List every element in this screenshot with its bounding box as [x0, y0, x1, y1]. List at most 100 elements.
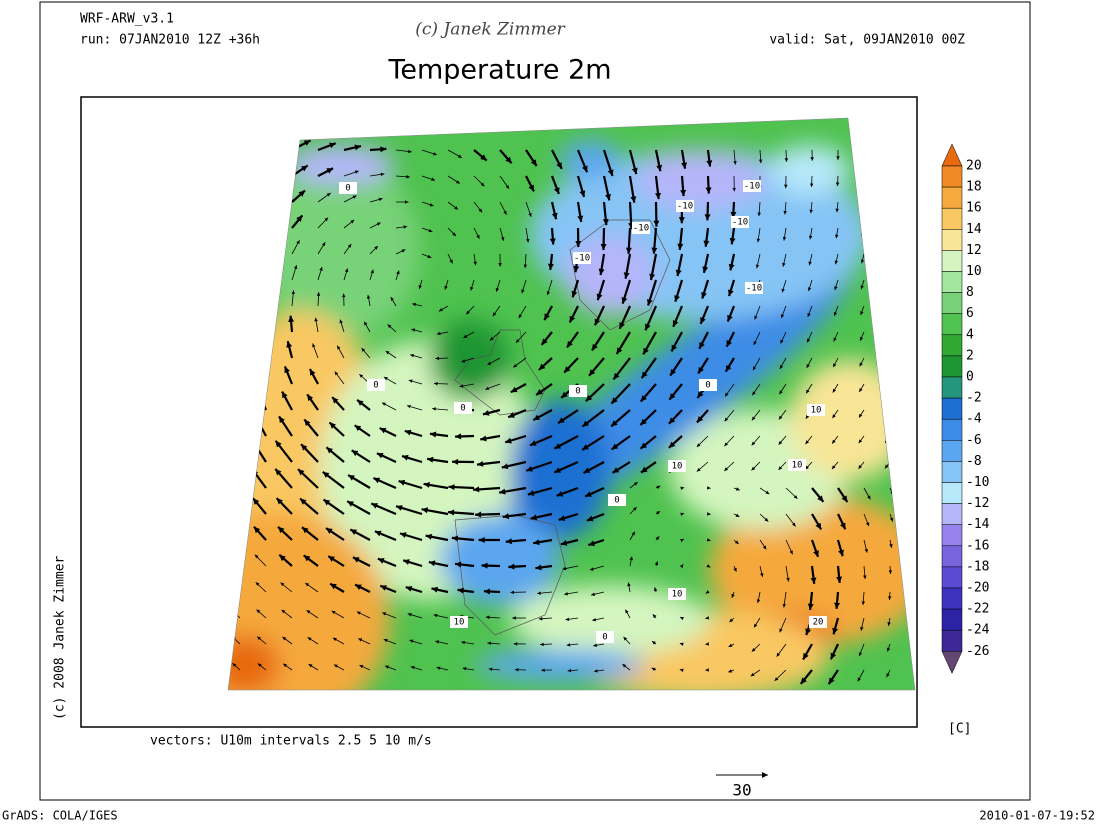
wind-vector	[263, 339, 266, 358]
wind-vector	[240, 134, 261, 150]
colorbar: 20181614121086420-2-4-6-8-10-12-14-16-18…	[942, 144, 990, 673]
wind-vector-head	[276, 163, 283, 169]
colorbar-segment	[942, 208, 962, 229]
wind-vector-head	[230, 527, 236, 534]
colorbar-segment	[942, 461, 962, 482]
copyright: (c) Janek Zimmer	[415, 20, 565, 40]
colorbar-segment	[942, 483, 962, 504]
temperature-region	[210, 635, 280, 695]
wind-vector	[240, 185, 255, 202]
wind-vector	[266, 188, 280, 202]
wind-vector	[266, 213, 277, 228]
colorbar-bottom-triangle	[942, 651, 962, 673]
wind-vector	[230, 527, 240, 540]
wind-vector	[229, 470, 240, 488]
temperature-region	[790, 360, 910, 480]
wind-vector-head	[887, 259, 890, 263]
colorbar-segment	[942, 546, 962, 567]
contour-label: 20	[813, 618, 824, 628]
wind-vector-head	[888, 207, 891, 211]
colorbar-label: 10	[966, 264, 982, 279]
colorbar-segment	[942, 525, 962, 546]
contour-label: 10	[454, 618, 465, 628]
wind-vector-head	[888, 181, 891, 185]
temperature-region	[150, 510, 390, 730]
footer-left: GrADS: COLA/IGES	[2, 809, 118, 823]
colorbar-label: -8	[966, 454, 982, 469]
valid-time: valid: Sat, 09JAN2010 00Z	[769, 33, 965, 48]
wind-vector-head	[886, 362, 889, 366]
contour-label: 10	[811, 406, 822, 416]
colorbar-label: 0	[966, 370, 974, 385]
wind-vector	[886, 358, 890, 366]
colorbar-segment	[942, 335, 962, 356]
wind-vector-head	[263, 313, 269, 319]
wind-vector	[230, 555, 240, 566]
colorbar-segment	[942, 250, 962, 271]
colorbar-segment	[942, 356, 962, 377]
wind-vector-head	[265, 288, 271, 294]
wind-vector	[240, 260, 246, 280]
wind-vector	[266, 238, 274, 254]
colorbar-label: -26	[966, 644, 989, 659]
colorbar-label: -18	[966, 559, 989, 574]
colorbar-label: -4	[966, 412, 982, 427]
reference-value: 30	[732, 781, 751, 800]
wind-vector-head	[862, 182, 865, 186]
map-title: Temperature 2m	[387, 55, 611, 86]
colorbar-label: 2	[966, 348, 974, 363]
wind-vector-head	[886, 336, 889, 340]
wind-vector-head	[241, 260, 247, 267]
wind-vector-head	[229, 499, 235, 506]
colorbar-label: 4	[966, 327, 974, 342]
model-name: WRF-ARW_v3.1	[80, 12, 174, 27]
wind-vector	[889, 202, 890, 211]
colorbar-label: 16	[966, 201, 982, 216]
side-copyright: (c) 2008 Janek Zimmer	[53, 555, 68, 720]
wind-vector-head	[252, 440, 258, 447]
colorbar-segment	[942, 440, 962, 461]
wind-vector	[266, 137, 286, 150]
contour-label: 0	[345, 184, 350, 194]
wind-vector-head	[231, 385, 237, 392]
contour-label: -10	[732, 218, 748, 228]
wind-vector-head	[862, 156, 865, 160]
wind-vector-head	[887, 285, 890, 289]
wind-vector	[885, 410, 890, 417]
wind-vector-head	[244, 235, 249, 242]
reference-arrow-head	[762, 772, 768, 778]
wind-vector	[886, 332, 890, 340]
temperature-region	[285, 145, 395, 185]
contour-label: -10	[574, 254, 590, 264]
wind-vector-head	[229, 441, 234, 448]
wind-vector	[229, 412, 240, 436]
colorbar-segment	[942, 419, 962, 440]
wind-vector	[888, 228, 890, 237]
colorbar-label: -6	[966, 433, 982, 448]
wind-vector	[238, 335, 240, 358]
colorbar-label: -20	[966, 581, 989, 596]
colorbar-segment	[942, 377, 962, 398]
colorbar-label: 8	[966, 285, 974, 300]
wind-vector-head	[237, 310, 243, 316]
wind-vector	[240, 210, 252, 228]
colorbar-label: 12	[966, 243, 982, 258]
colorbar-segment	[942, 187, 962, 208]
wind-vector	[887, 306, 890, 314]
wind-vector	[862, 228, 864, 237]
wind-vector-head	[252, 159, 258, 165]
colorbar-label: -16	[966, 538, 989, 553]
wind-vector-head	[235, 335, 241, 341]
wind-vector-head	[269, 238, 274, 245]
wind-vector	[231, 582, 240, 592]
wind-vector-head	[888, 155, 891, 159]
wind-vector	[240, 159, 258, 176]
wind-vector	[231, 385, 240, 410]
wind-vector	[229, 499, 240, 514]
wind-vector-head	[249, 185, 255, 192]
colorbar-label: -22	[966, 602, 989, 617]
contour-label: 0	[460, 404, 465, 414]
contour-label: 10	[672, 590, 683, 600]
colorbar-segment	[942, 504, 962, 525]
wind-vector	[266, 163, 283, 176]
